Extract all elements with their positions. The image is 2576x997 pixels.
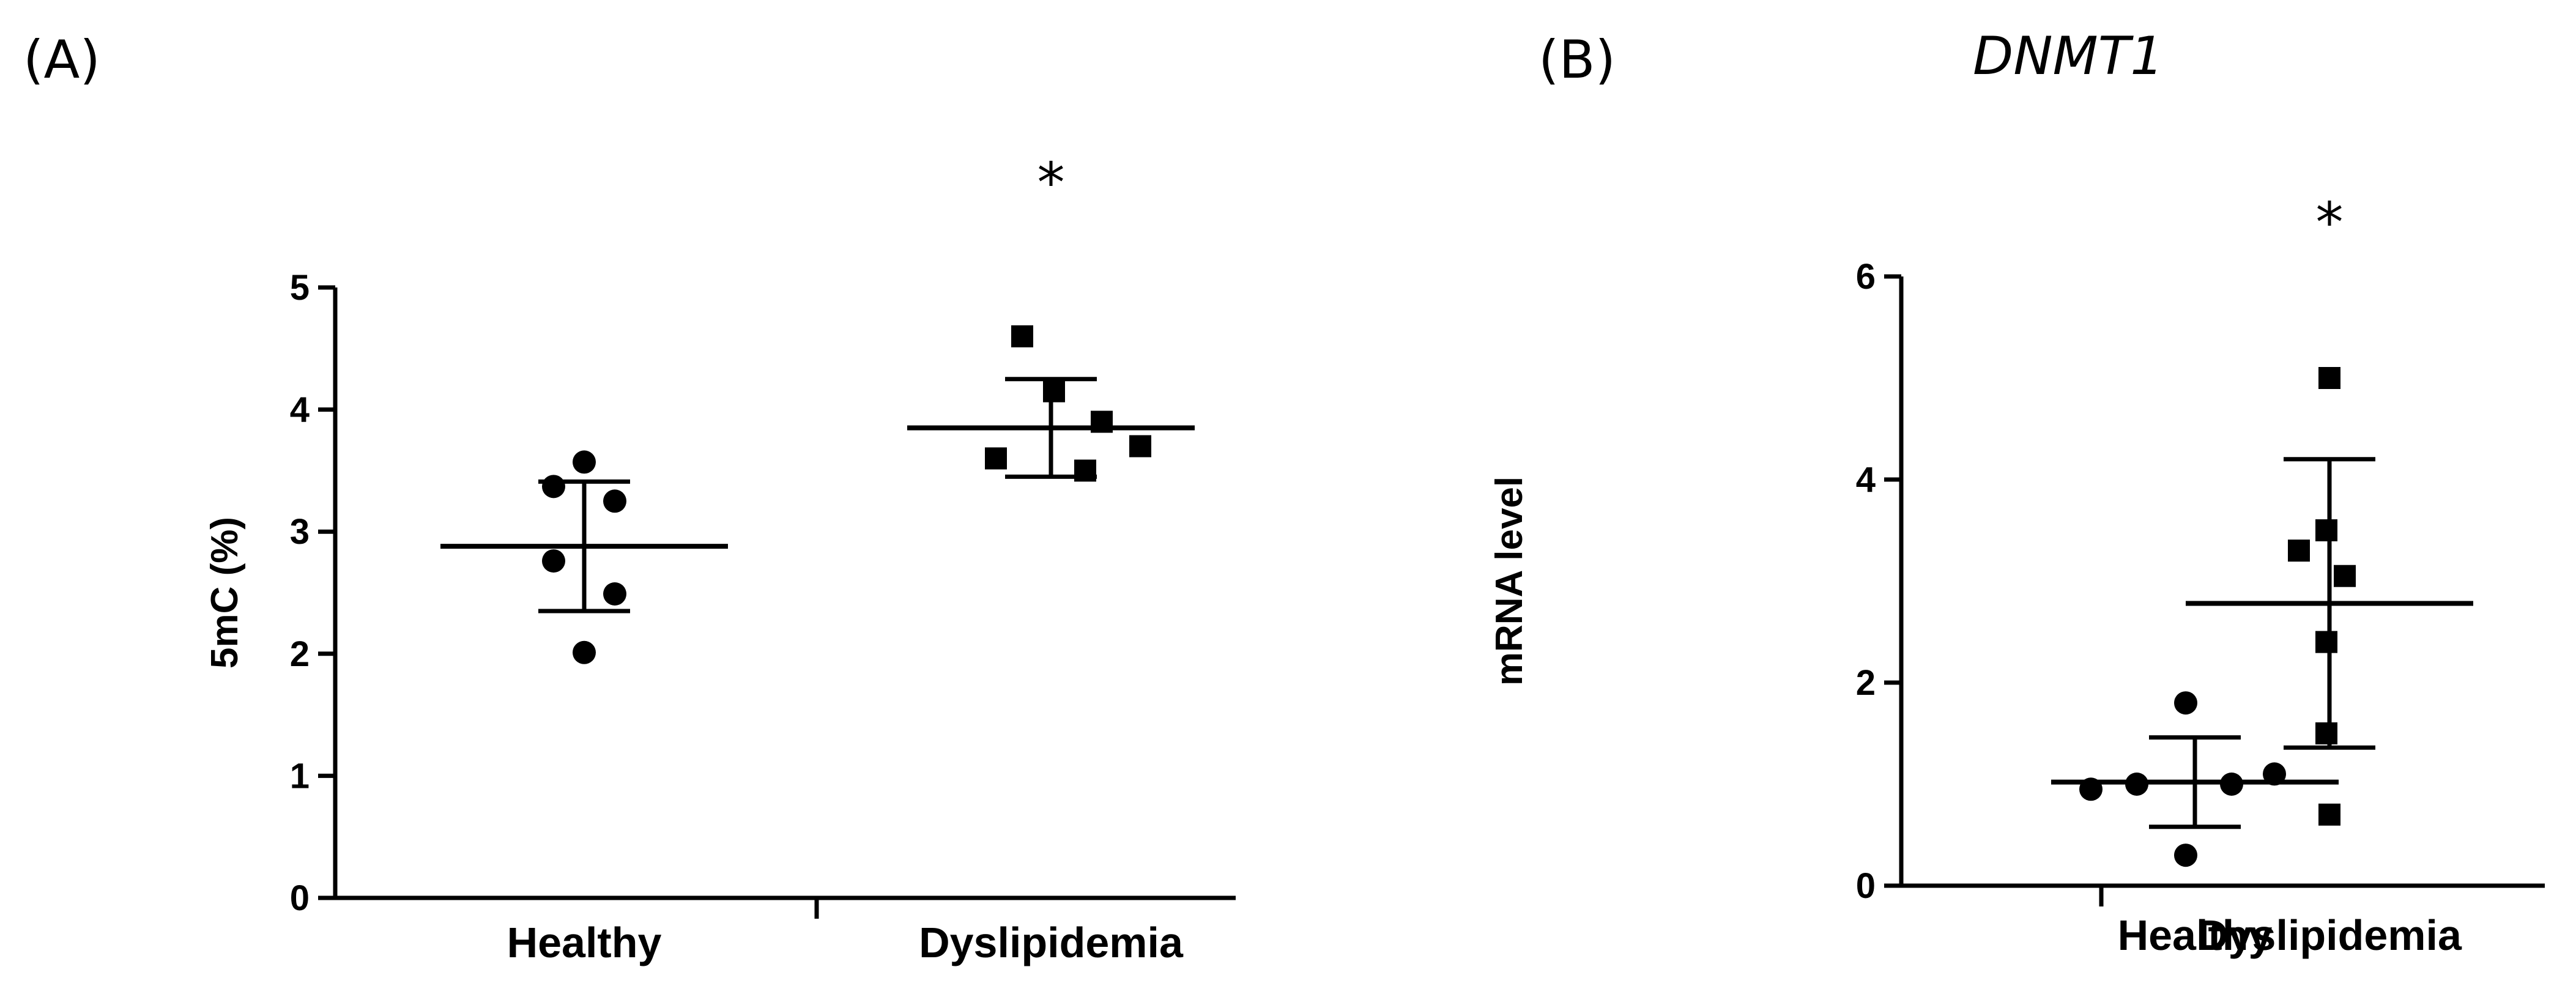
y-tick-label: 1 <box>290 756 310 796</box>
data-point <box>1129 435 1151 458</box>
chart-title-b: DNMT1 <box>1973 26 2164 87</box>
series-healthy <box>2051 691 2339 867</box>
data-point <box>2174 843 2197 867</box>
data-point <box>2125 773 2148 796</box>
y-axis-label: 5mC (%) <box>204 517 246 669</box>
data-point <box>1011 325 1033 347</box>
data-point <box>1043 380 1065 402</box>
y-tick-label: 0 <box>1856 866 1876 906</box>
y-tick-label: 2 <box>290 634 310 674</box>
data-point <box>2220 773 2243 796</box>
data-point <box>1091 410 1113 433</box>
data-point <box>2315 519 2337 541</box>
data-point <box>2174 691 2197 715</box>
data-point <box>985 447 1007 470</box>
data-point <box>573 640 596 664</box>
significance-marker: * <box>1037 151 1065 215</box>
y-axis-label: mRNA level <box>1488 476 1531 686</box>
data-point <box>2288 539 2310 562</box>
y-tick-label: 4 <box>290 390 310 430</box>
category-label-healthy: Healthy <box>507 919 662 966</box>
data-point <box>2318 367 2340 389</box>
panel-label-a: (A) <box>23 29 100 91</box>
y-tick-label: 2 <box>1856 663 1876 703</box>
data-point <box>2318 803 2340 826</box>
data-point <box>542 475 565 498</box>
category-label-healthy: Healthy <box>2118 911 2273 959</box>
data-point <box>1074 459 1096 482</box>
y-tick-label: 5 <box>290 268 310 308</box>
data-point <box>2334 565 2356 587</box>
data-point <box>573 450 596 474</box>
data-point <box>2315 722 2337 744</box>
series-dyslipidemia: * <box>907 151 1195 482</box>
panel-label-b: (B) <box>1539 29 1616 91</box>
y-tick-label: 4 <box>1856 460 1876 500</box>
significance-marker: * <box>2316 191 2344 255</box>
y-tick-label: 6 <box>1856 257 1876 297</box>
series-dyslipidemia: * <box>2186 191 2473 826</box>
chart-panel-a: 0 1 2 3 4 5 5mC (%) Healthy Dyslipidemia * <box>204 151 1236 966</box>
data-point <box>2079 777 2103 801</box>
data-point <box>542 549 565 573</box>
data-point <box>2315 631 2337 653</box>
data-point <box>2263 762 2286 786</box>
series-healthy <box>440 450 728 664</box>
y-tick-label: 0 <box>290 878 310 918</box>
category-label-dyslipidemia: Dyslipidemia <box>2197 911 2462 959</box>
category-label-dyslipidemia: Dyslipidemia <box>919 919 1184 966</box>
y-tick-label: 3 <box>290 512 310 552</box>
data-point <box>603 582 626 606</box>
data-point <box>603 489 626 513</box>
